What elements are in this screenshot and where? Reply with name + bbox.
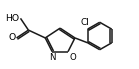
Text: Cl: Cl <box>81 18 90 27</box>
Text: O: O <box>8 33 16 42</box>
Text: O: O <box>69 53 76 62</box>
Text: N: N <box>49 53 55 62</box>
Text: HO: HO <box>5 14 19 23</box>
